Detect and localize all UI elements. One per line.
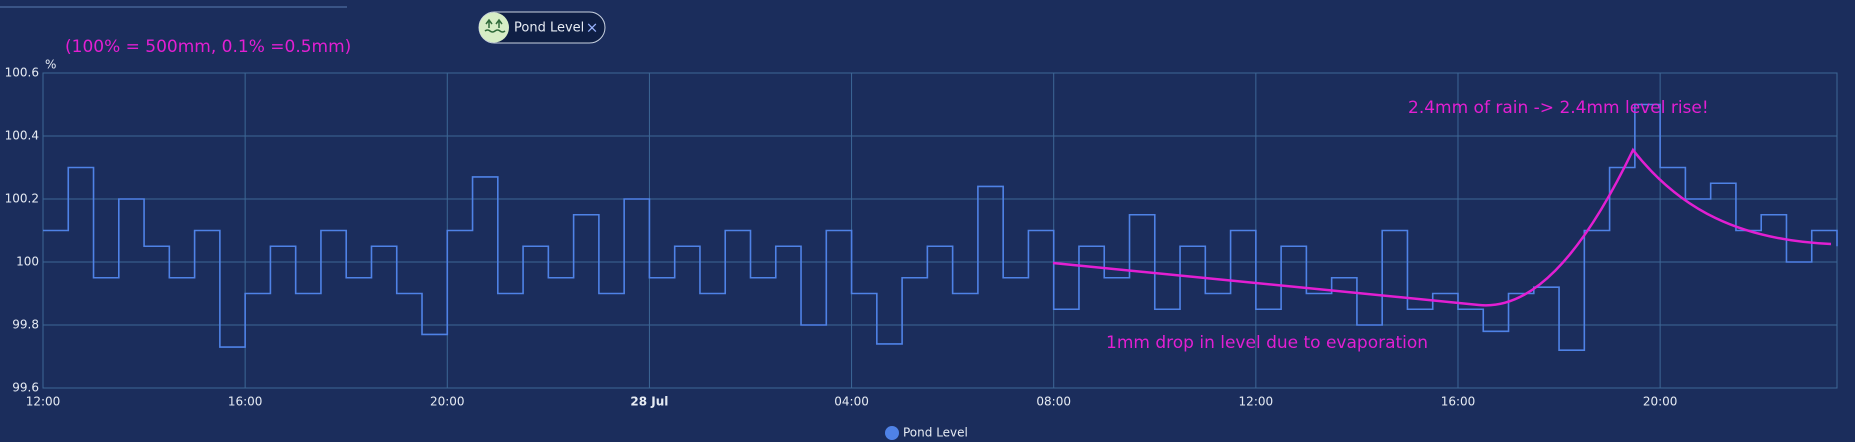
plot-frame [42,72,1838,389]
chip-icon [479,12,509,43]
x-tick-label: 20:00 [430,395,465,409]
y-tick-label: 100.4 [5,129,39,143]
legend-swatch [885,426,899,440]
x-tick-label: 28 Jul [630,395,668,409]
legend-label: Pond Level [903,426,968,440]
chip-close[interactable]: × [586,19,599,37]
y-tick-label: 100.2 [5,192,39,206]
x-tick-label: 16:00 [228,395,263,409]
entity-chip[interactable]: Pond Level × [478,11,606,44]
data-line [43,103,1838,351]
chart-title: (100% = 500mm, 0.1% =0.5mm) [65,37,351,57]
chip-label: Pond Level [514,21,584,36]
x-tick-label: 12:00 [1239,395,1274,409]
x-tick-label: 12:00 [26,395,61,409]
x-tick-label: 16:00 [1441,395,1476,409]
annotation: 1mm drop in level due to evaporation [1106,333,1428,353]
x-tick-label: 08:00 [1036,395,1071,409]
y-tick-label: 99.6 [12,381,39,395]
annotation: 2.4mm of rain -> 2.4mm level rise! [1408,98,1709,118]
chip-icon-glyph [484,18,506,33]
x-tick-label: 04:00 [834,395,869,409]
x-tick-label: 20:00 [1643,395,1678,409]
y-tick-label: 99.8 [12,318,39,332]
trend-sketch [1052,147,1832,307]
y-tick-label: 100 [16,255,39,269]
y-unit: % [45,58,56,72]
y-tick-label: 100.6 [5,66,39,80]
